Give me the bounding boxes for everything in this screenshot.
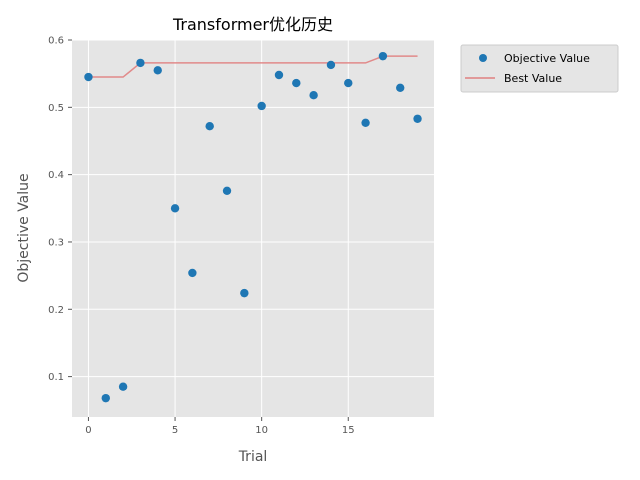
x-axis-ticks: 0 5 10 15 (85, 417, 355, 436)
y-axis-label: Objective Value (16, 173, 32, 282)
objective-value-point (118, 382, 128, 391)
series-layer (84, 51, 422, 403)
x-tick-label: 0 (85, 425, 91, 436)
objective-value-point (396, 83, 405, 92)
objective-value-point (257, 101, 266, 111)
objective-value-point (361, 118, 370, 128)
legend-marker-objective-value (479, 54, 487, 62)
y-tick-label: 0.1 (48, 372, 64, 383)
x-tick-label: 15 (342, 425, 355, 436)
objective-value-point (292, 78, 301, 88)
x-tick-label: 10 (255, 425, 268, 436)
objective-value-point (136, 58, 145, 68)
legend-label-objective-value: Objective Value (504, 52, 590, 65)
objective-value-point (344, 78, 353, 88)
objective-value-point (240, 288, 249, 298)
y-tick-label: 0.2 (48, 305, 64, 316)
objective-value-point (309, 91, 318, 100)
y-tick-label: 0.5 (48, 103, 64, 114)
y-tick-label: 0.6 (48, 36, 64, 47)
objective-value-point (326, 60, 336, 70)
chart-title: Transformer优化历史 (172, 15, 333, 34)
objective-value-point (274, 70, 284, 80)
objective-value-point (153, 66, 162, 75)
y-tick-label: 0.3 (48, 237, 64, 248)
objective-value-point (378, 51, 388, 61)
objective-value-point (170, 204, 180, 213)
objective-value-point (84, 72, 93, 82)
objective-value-point (222, 186, 232, 195)
legend-label-best-value: Best Value (504, 72, 562, 85)
x-tick-label: 5 (172, 425, 178, 436)
objective-value-point (188, 268, 197, 278)
y-tick-label: 0.4 (48, 170, 64, 181)
objective-value-point (205, 121, 214, 131)
objective-value-point (413, 114, 422, 123)
plot-area (72, 40, 434, 417)
legend: Objective Value Best Value (460, 44, 619, 93)
legend-box (460, 44, 619, 93)
x-axis-label: Trial (238, 449, 268, 465)
y-axis-ticks: 0.1 0.2 0.3 0.4 0.5 0.6 (48, 36, 72, 383)
objective-value-point (101, 393, 110, 403)
